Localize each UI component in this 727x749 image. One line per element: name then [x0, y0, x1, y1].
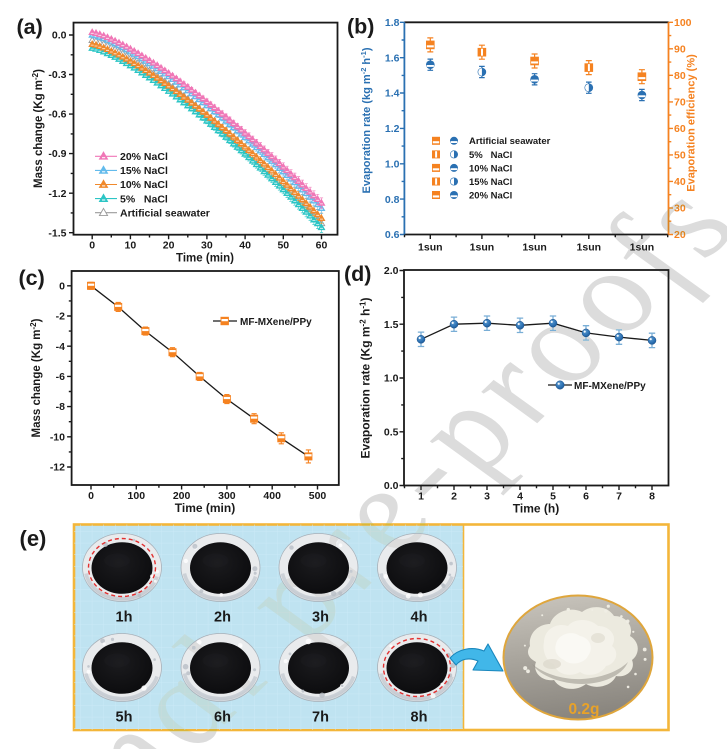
svg-text:0.0: 0.0: [384, 480, 399, 492]
svg-text:(e): (e): [20, 526, 47, 551]
svg-text:-0.9: -0.9: [48, 148, 66, 160]
svg-text:Time (min): Time (min): [175, 501, 235, 515]
svg-text:-4: -4: [56, 341, 65, 353]
svg-text:2.0: 2.0: [384, 265, 399, 277]
svg-text:70: 70: [674, 97, 686, 109]
svg-text:4: 4: [517, 491, 523, 503]
svg-text:2h: 2h: [214, 610, 231, 626]
svg-text:-6: -6: [56, 371, 65, 383]
svg-text:-10: -10: [50, 431, 65, 443]
svg-text:1: 1: [418, 491, 424, 503]
svg-text:60: 60: [674, 123, 686, 135]
svg-text:10% NaCl: 10% NaCl: [469, 163, 512, 174]
svg-text:1.2: 1.2: [385, 123, 400, 135]
svg-text:6: 6: [583, 491, 589, 503]
svg-text:1sun: 1sun: [470, 242, 495, 254]
svg-text:Mass change (Kg m-2): Mass change (Kg m-2): [31, 69, 46, 188]
svg-text:0.2g: 0.2g: [568, 701, 599, 718]
svg-text:2: 2: [451, 491, 457, 503]
svg-text:Mass change (Kg m-2): Mass change (Kg m-2): [29, 318, 44, 437]
svg-text:(b): (b): [347, 15, 374, 39]
svg-text:(d): (d): [344, 262, 371, 286]
svg-text:7h: 7h: [312, 710, 329, 726]
svg-text:0: 0: [88, 490, 94, 502]
svg-text:1sun: 1sun: [630, 242, 655, 254]
svg-text:15% NaCl: 15% NaCl: [469, 177, 512, 188]
svg-text:3: 3: [484, 491, 490, 503]
svg-text:Artificial seawater: Artificial seawater: [469, 136, 551, 147]
svg-text:300: 300: [218, 490, 236, 502]
svg-text:1h: 1h: [116, 610, 133, 626]
svg-text:4h: 4h: [411, 610, 428, 626]
svg-text:20: 20: [674, 229, 686, 241]
svg-text:0.8: 0.8: [385, 194, 400, 206]
svg-text:40: 40: [239, 240, 251, 252]
svg-text:(a): (a): [17, 15, 43, 39]
svg-text:60: 60: [316, 240, 328, 252]
svg-text:90: 90: [674, 44, 686, 56]
svg-text:5% NaCl: 5% NaCl: [120, 193, 168, 205]
svg-text:200: 200: [173, 490, 191, 502]
svg-text:1.0: 1.0: [384, 373, 399, 385]
svg-text:30: 30: [201, 240, 213, 252]
svg-text:0: 0: [59, 280, 65, 292]
svg-text:Evaporation efficiency (%): Evaporation efficiency (%): [686, 54, 698, 192]
svg-text:5h: 5h: [116, 710, 133, 726]
svg-text:5% NaCl: 5% NaCl: [469, 150, 512, 161]
svg-text:1sun: 1sun: [522, 242, 547, 254]
svg-text:MF-MXene/PPy: MF-MXene/PPy: [574, 381, 646, 392]
svg-text:7: 7: [616, 491, 622, 503]
svg-text:0.5: 0.5: [384, 426, 399, 438]
svg-text:0.0: 0.0: [52, 30, 67, 42]
svg-text:1.4: 1.4: [385, 88, 400, 100]
svg-text:-8: -8: [56, 401, 65, 413]
svg-text:0.6: 0.6: [385, 229, 400, 241]
svg-text:8: 8: [649, 491, 655, 503]
svg-text:50: 50: [674, 150, 686, 162]
svg-text:8h: 8h: [411, 710, 428, 726]
svg-text:50: 50: [277, 240, 289, 252]
svg-text:0: 0: [89, 240, 95, 252]
svg-text:20% NaCl: 20% NaCl: [469, 190, 512, 201]
svg-text:-1.2: -1.2: [48, 188, 66, 200]
svg-text:Artificial seawater: Artificial seawater: [120, 207, 210, 219]
svg-text:-12: -12: [50, 462, 65, 474]
svg-text:15% NaCl: 15% NaCl: [120, 165, 168, 177]
svg-text:40: 40: [674, 176, 686, 188]
svg-text:30: 30: [674, 203, 686, 215]
svg-text:10% NaCl: 10% NaCl: [120, 179, 168, 191]
svg-text:6h: 6h: [214, 710, 231, 726]
svg-text:100: 100: [674, 17, 692, 29]
svg-text:20% NaCl: 20% NaCl: [120, 151, 168, 163]
svg-text:-0.6: -0.6: [48, 109, 66, 121]
svg-text:100: 100: [128, 490, 146, 502]
svg-text:500: 500: [309, 490, 327, 502]
svg-text:1sun: 1sun: [577, 242, 602, 254]
svg-text:80: 80: [674, 70, 686, 82]
svg-text:1.8: 1.8: [385, 17, 400, 29]
svg-text:5: 5: [550, 491, 556, 503]
svg-text:Time (h): Time (h): [513, 502, 559, 516]
svg-text:Evaporation rate (Kg m-2 h-1): Evaporation rate (Kg m-2 h-1): [358, 298, 373, 459]
svg-text:MF-MXene/PPy: MF-MXene/PPy: [240, 317, 312, 328]
svg-text:Evaporation rate (kg m-2 h-1): Evaporation rate (kg m-2 h-1): [359, 47, 374, 193]
svg-text:20: 20: [163, 240, 175, 252]
svg-text:-0.3: -0.3: [48, 69, 66, 81]
svg-text:3h: 3h: [312, 610, 329, 626]
svg-text:10: 10: [125, 240, 137, 252]
svg-text:1sun: 1sun: [418, 242, 443, 254]
svg-text:1.5: 1.5: [384, 319, 399, 331]
svg-text:-1.5: -1.5: [48, 227, 66, 239]
svg-text:1.0: 1.0: [385, 159, 400, 171]
svg-text:(c): (c): [19, 266, 45, 290]
svg-text:1.6: 1.6: [385, 52, 400, 64]
svg-text:Time (min): Time (min): [176, 253, 234, 265]
svg-text:-2: -2: [56, 311, 65, 323]
svg-text:400: 400: [263, 490, 281, 502]
